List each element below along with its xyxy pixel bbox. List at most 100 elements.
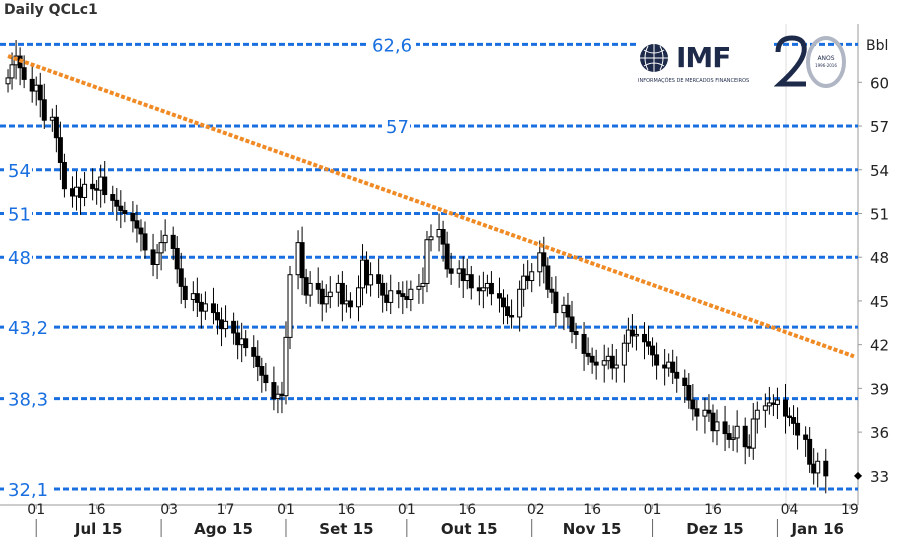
- candle-body: [674, 371, 680, 379]
- candle-body: [754, 409, 760, 420]
- candle-body: [360, 259, 366, 289]
- month-label: Out 15: [441, 520, 498, 538]
- level-label-bg: [4, 387, 52, 410]
- candle-body: [255, 355, 261, 368]
- candle-body: [231, 320, 237, 334]
- x-tick-label: 16: [583, 502, 601, 518]
- candle-body: [766, 402, 772, 407]
- candle-body: [239, 338, 245, 346]
- candle-body: [549, 288, 555, 293]
- candle-body: [593, 361, 599, 366]
- candle-body: [553, 291, 559, 314]
- y-tick-label: 39: [870, 380, 889, 398]
- candle-body: [726, 433, 732, 440]
- candle-body: [795, 422, 801, 436]
- candle-body: [601, 360, 607, 366]
- candle-body: [210, 303, 216, 314]
- candle-body: [319, 288, 325, 305]
- candle-body: [303, 277, 309, 296]
- candle-body: [706, 409, 712, 414]
- candle-body: [428, 236, 434, 241]
- x-tick-label: 16: [458, 502, 476, 518]
- candle-body: [646, 341, 652, 347]
- x-tick-label: 17: [217, 502, 235, 518]
- candle-body: [182, 285, 188, 300]
- candle-body: [57, 137, 63, 163]
- candle-body: [496, 293, 502, 299]
- imf-logo-mark: IMF: [676, 41, 731, 74]
- imf-logo-box: IMF INFORMAÇÕES DE MERCADOS FINANCEIROS: [636, 40, 772, 88]
- x-tick-label: 16: [704, 502, 722, 518]
- candle-body: [420, 282, 426, 287]
- candle-body: [460, 268, 466, 282]
- candle-body: [541, 252, 547, 267]
- candle-body: [642, 333, 647, 343]
- candle-body: [74, 186, 80, 197]
- level-label: 62,6: [372, 35, 412, 56]
- candle-body: [565, 304, 571, 318]
- candle-body: [484, 282, 490, 289]
- candle-body: [811, 463, 817, 474]
- y-tick-label: 51: [870, 205, 889, 223]
- globe-icon: [640, 44, 668, 72]
- candle-body: [569, 316, 575, 333]
- candle-body: [605, 355, 611, 362]
- candle-body: [263, 374, 269, 384]
- candle-body: [118, 205, 124, 212]
- x-tick-label: 01: [277, 502, 295, 518]
- candle-body: [456, 268, 462, 274]
- candle-body: [90, 183, 96, 190]
- candle-body: [94, 188, 100, 191]
- candle-body: [102, 176, 108, 196]
- y-tick-label: 42: [870, 337, 889, 355]
- candle-body: [61, 161, 67, 190]
- candle-body: [682, 377, 688, 386]
- x-tick-label: 02: [527, 502, 545, 518]
- resistance-trendline: [7, 54, 855, 359]
- candle-body: [384, 294, 390, 303]
- level-label-bg: [4, 477, 52, 500]
- candle-body: [53, 116, 59, 139]
- candle-body: [134, 220, 140, 229]
- candle-body: [686, 384, 692, 401]
- candle-body: [690, 399, 696, 410]
- y-axis-unit-label: Bbl: [866, 38, 889, 54]
- candle-body: [287, 274, 293, 338]
- x-tick-label: 16: [337, 502, 355, 518]
- candle-body: [29, 78, 35, 92]
- candle-body: [323, 296, 329, 305]
- candle-body: [98, 176, 104, 191]
- level-label-bg: [4, 202, 32, 225]
- candle-body: [573, 331, 579, 335]
- candle-body: [666, 361, 672, 369]
- y-tick-label: 45: [870, 293, 889, 311]
- level-label: 51: [8, 204, 31, 225]
- y-tick-label: 54: [870, 162, 889, 180]
- candle-body: [722, 421, 728, 435]
- candle-body: [710, 412, 716, 432]
- x-tick-label: 16: [88, 502, 106, 518]
- candle-body: [529, 271, 535, 282]
- candle-body: [807, 438, 813, 465]
- y-tick-label: 60: [870, 74, 889, 92]
- candle-body: [190, 293, 196, 300]
- candle-body: [581, 333, 587, 354]
- candle-body: [537, 252, 543, 273]
- candle-body: [750, 418, 756, 449]
- candle-body: [501, 297, 507, 308]
- candle-body: [150, 249, 156, 265]
- level-label-bg: [4, 158, 32, 181]
- candle-body: [82, 183, 88, 198]
- y-tick-label: 48: [870, 249, 889, 267]
- candle-body: [714, 421, 720, 432]
- candle-body: [174, 247, 180, 270]
- candle-body: [339, 282, 345, 305]
- candle-body: [235, 332, 241, 346]
- candle-body: [223, 320, 229, 330]
- candle-body: [283, 336, 289, 397]
- level-label: 48: [8, 248, 31, 269]
- month-label: Set 15: [319, 520, 373, 538]
- candle-body: [629, 329, 635, 337]
- y-tick-label: 36: [870, 424, 889, 442]
- candle-body: [396, 290, 402, 295]
